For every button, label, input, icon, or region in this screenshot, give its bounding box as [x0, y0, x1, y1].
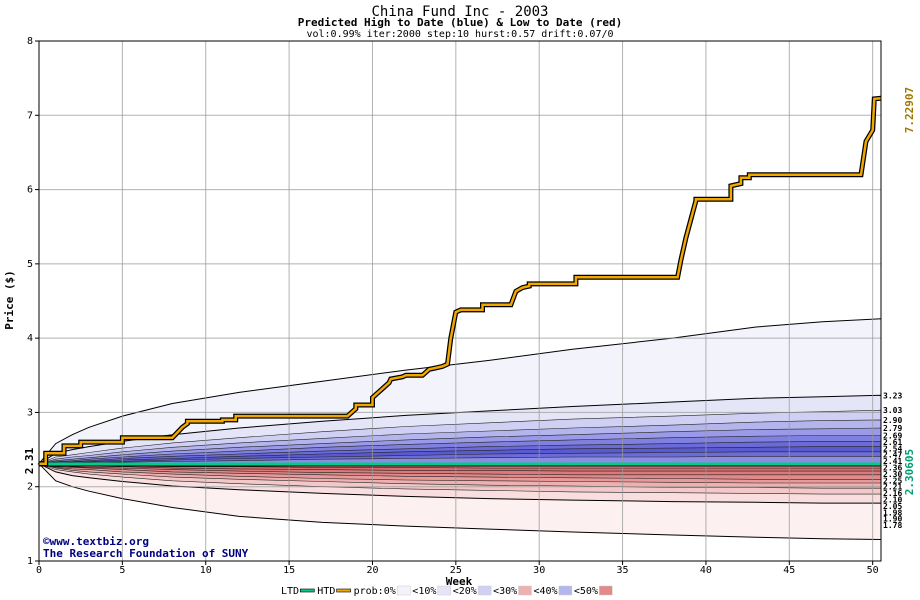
- right-value-label: 2.30: [883, 470, 902, 479]
- watermark-url: ©www.textbiz.org: [43, 535, 149, 548]
- x-tick-label: 10: [200, 565, 212, 576]
- y-tick-label: 4: [27, 333, 33, 344]
- right-value-label: 2.69: [883, 431, 902, 440]
- legend-swatch: [477, 585, 492, 596]
- legend-swatch: [336, 588, 351, 593]
- probability-bands: [37, 41, 882, 561]
- watermark-org: The Research Foundation of SUNY: [43, 547, 249, 560]
- grid: [39, 41, 881, 561]
- y-tick-label: 8: [27, 36, 33, 47]
- y-axis-label: Price ($): [3, 270, 16, 330]
- legend-label: LTD: [281, 586, 299, 597]
- x-tick-label: 20: [366, 565, 378, 576]
- x-tick-label: 5: [119, 565, 125, 576]
- right-value-label: 2.61: [883, 438, 902, 447]
- chart-title: China Fund Inc - 2003: [371, 4, 548, 20]
- right-value-label: 3.23: [883, 391, 902, 400]
- htd-end-label: 7.22907: [903, 87, 916, 133]
- legend-label: HTD: [317, 586, 335, 597]
- legend-label: <40%: [534, 586, 558, 597]
- right-value-label: 2.10: [883, 495, 902, 504]
- x-tick-label: 35: [617, 565, 629, 576]
- right-value-label: 2.79: [883, 424, 902, 433]
- legend-label: <20%: [453, 586, 477, 597]
- right-value-label: 1.90: [883, 515, 902, 524]
- right-value-label: 2.41: [883, 457, 902, 466]
- right-labels: 3.23 3.032.902.792.692.612.542.472.412.36…: [883, 391, 902, 530]
- right-value-label: 1.98: [883, 508, 902, 517]
- legend-swatch: [437, 585, 451, 596]
- y-tick-label: 7: [27, 110, 33, 121]
- y-tick-label: 6: [27, 185, 33, 196]
- x-tick-label: 0: [36, 565, 42, 576]
- right-value-label: 2.16: [883, 489, 902, 498]
- y-tick-label: 3: [27, 407, 33, 418]
- x-tick-label: 45: [783, 565, 795, 576]
- right-value-label: 2.25: [883, 476, 902, 485]
- right-value-label: 2.90: [883, 416, 902, 425]
- right-value-label: 2.47: [883, 451, 902, 460]
- x-tick-label: 25: [450, 565, 462, 576]
- right-value-label: 2.36: [883, 463, 902, 472]
- legend-swatch: [599, 585, 613, 596]
- htd-line: [39, 96, 882, 465]
- x-tick-label: 30: [533, 565, 545, 576]
- right-value-label: 2.05: [883, 502, 902, 511]
- chart-subtitle: Predicted High to Date (blue) & Low to D…: [298, 16, 623, 29]
- right-value-label: 2.21: [883, 483, 902, 492]
- legend-label: prob:0%: [354, 586, 396, 597]
- y-tick-label: 5: [27, 259, 33, 270]
- legend-swatch: [558, 585, 573, 596]
- x-tick-label: 15: [283, 565, 295, 576]
- legend-label: <10%: [412, 586, 436, 597]
- legend-label: <30%: [493, 586, 517, 597]
- y-tick-label: 1: [27, 556, 33, 567]
- x-tick-label: 40: [700, 565, 712, 576]
- legend-swatch: [518, 585, 532, 596]
- right-value-label: 1.78: [883, 521, 902, 530]
- legend-swatch: [299, 588, 315, 593]
- right-value-label: 2.54: [883, 444, 902, 453]
- plot-frame: [38, 40, 882, 562]
- series-lines: [39, 95, 882, 467]
- start-value-label: 2.31: [23, 447, 36, 474]
- x-axis-label: Week: [446, 575, 473, 588]
- legend-label: <50%: [574, 586, 598, 597]
- legend: LTD HTD prob:0% <10% <20% <30% <40% <50%: [281, 585, 613, 597]
- y-tick-label: 2: [27, 482, 33, 493]
- ltd-end-label: 2.30605: [903, 449, 916, 495]
- legend-swatch: [397, 585, 411, 596]
- chart-params: vol:0.99% iter:2000 step:10 hurst:0.57 d…: [306, 29, 613, 40]
- right-value-label: 3.03: [883, 406, 902, 415]
- x-tick-label: 50: [867, 565, 879, 576]
